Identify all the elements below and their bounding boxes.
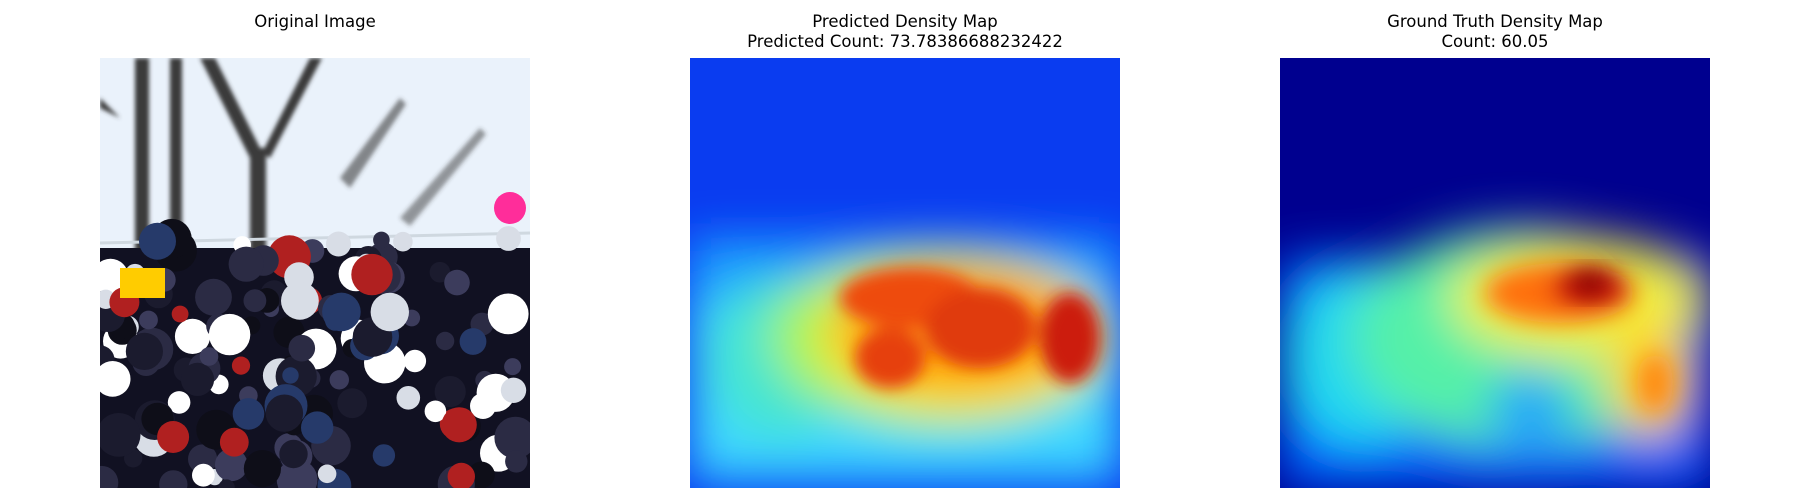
crowd-person [337,388,368,419]
predicted-density-title: Predicted Density Map [812,12,998,31]
crowd-person [192,463,215,487]
crowd-person [504,358,522,376]
crowd-person [243,289,267,313]
crowd-person [322,292,361,332]
crowd-person [100,361,131,397]
ground-truth-count-label: Count: 60.05 [1441,32,1549,51]
crowd-person [403,349,427,373]
crowd-person [219,427,249,457]
crowd-person [214,448,248,482]
crowd-person [199,347,219,366]
crowd-person [494,416,530,459]
crowd-person [429,261,451,283]
crowd-person [459,328,487,355]
crowd-person [243,450,281,488]
predicted-count-label: Predicted Count: 73.78386688232422 [747,32,1063,51]
crowd-person [174,318,211,354]
crowd-person [139,222,176,260]
crowd-person [435,331,455,351]
original-image [100,58,530,488]
crowd-person [370,292,409,332]
crowd-person [195,278,232,316]
predicted-heatmap [690,58,1120,488]
crowd-person [208,313,251,356]
crowd-person [372,444,396,467]
crowd-person [393,231,413,252]
crowd-person [167,391,191,414]
crowd-person [139,310,158,330]
crowd-person [159,470,188,488]
crowd-person [470,393,496,419]
crowd-person [100,413,141,457]
ground-truth-density-title: Ground Truth Density Map [1387,12,1603,31]
predicted-density-map [690,58,1120,488]
crowd-person [288,334,316,362]
crowd-person [157,421,190,453]
crowd-person [500,377,527,403]
crowd-person [218,479,235,488]
ground-truth-heatmap [1280,58,1710,488]
crowd-person [329,370,349,390]
crowd-person [232,398,265,430]
crowd-person [125,332,163,370]
crowd-person [373,231,390,249]
crowd-person [351,253,393,296]
crowd-person [496,226,521,251]
crowd-person [282,367,299,384]
crowd-photo [100,58,530,488]
crowd-person [279,439,308,469]
ground-truth-density-map [1280,58,1710,488]
original-image-panel: Original Image [100,0,530,500]
ground-truth-density-panel: Ground Truth Density Map Count: 60.05 [1280,0,1710,500]
crowd-person [228,246,264,282]
crowd-person [447,462,475,488]
crowd-person [396,386,421,410]
crowd-person [487,293,529,335]
crowd-person [326,231,351,257]
crowd-person [231,356,251,375]
crowd-person [180,362,215,396]
crowd-person [424,400,447,423]
crowd-person [441,407,477,443]
crowd-person [265,394,304,432]
crowd-person [444,269,470,296]
crowd-person [281,281,319,320]
crowd-person [505,450,528,473]
crowd-person [100,465,119,488]
predicted-density-panel: Predicted Density Map Predicted Count: 7… [690,0,1120,500]
crowd-person [171,305,189,323]
crowd-person [434,376,466,408]
crowd-person [301,411,334,444]
crowd-person [317,464,337,484]
original-image-title: Original Image [254,12,376,31]
